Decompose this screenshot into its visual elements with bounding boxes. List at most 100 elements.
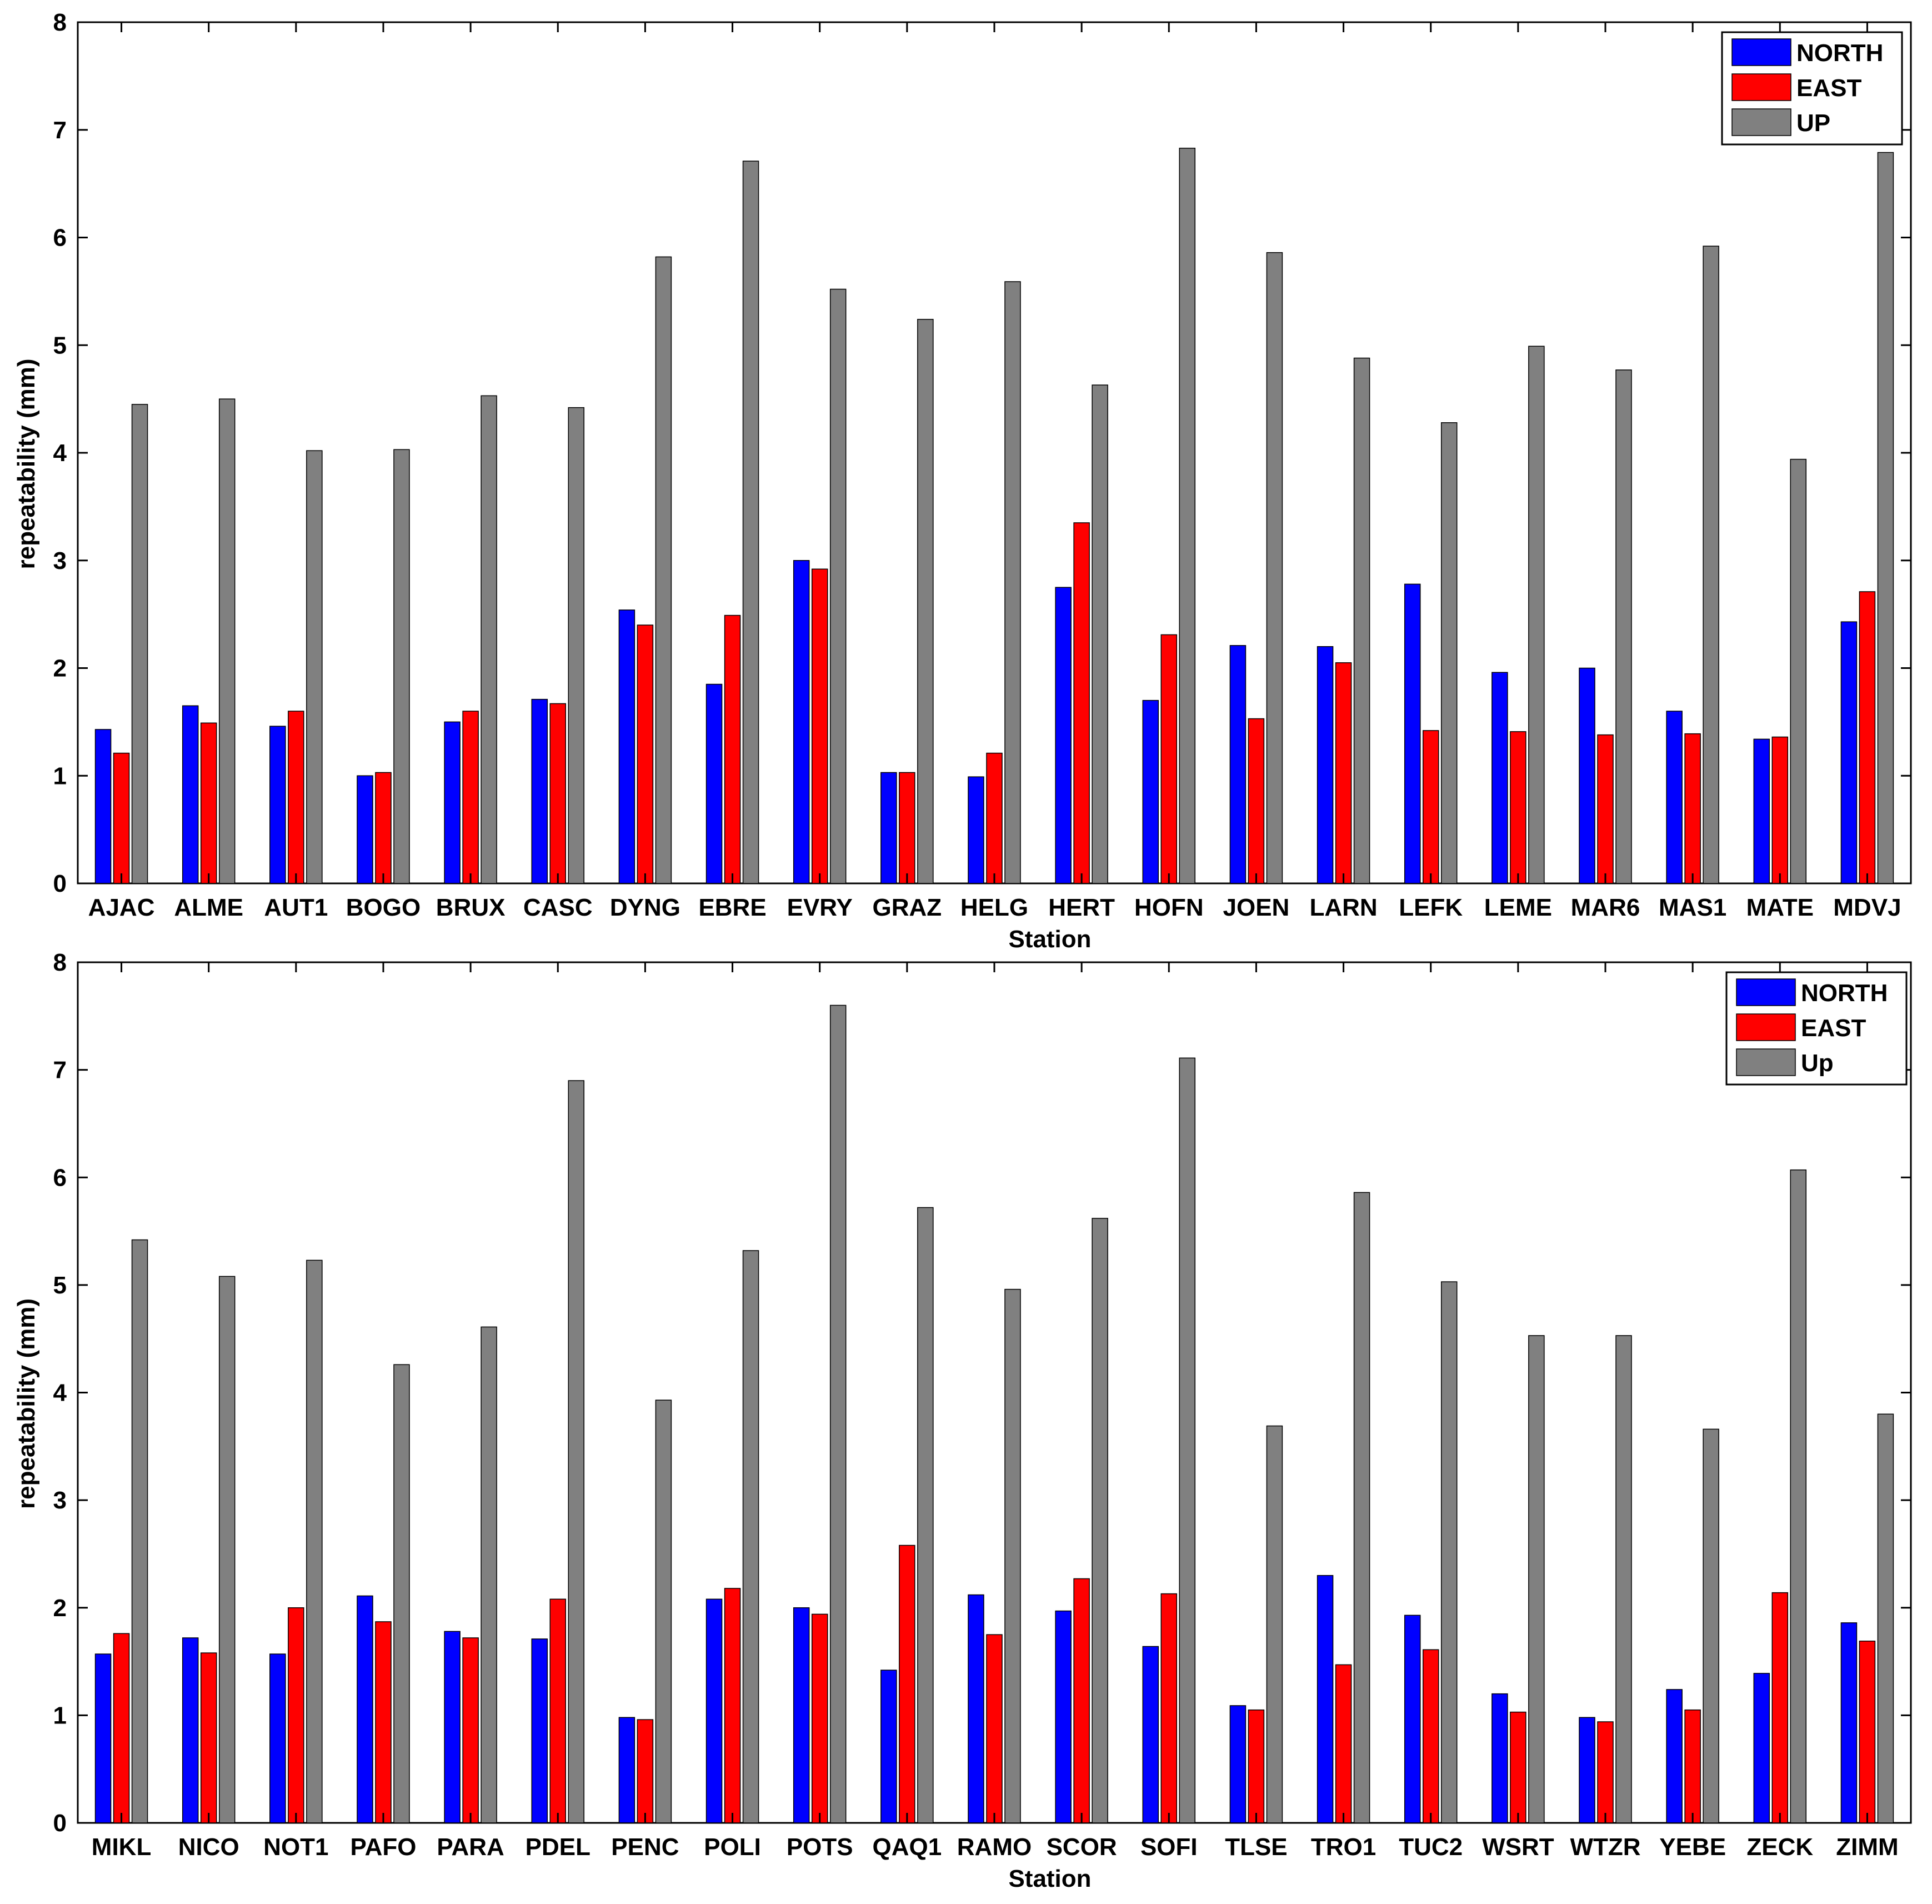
y-axis-title: repeatability (mm) [13,1298,40,1509]
x-tick-label: JOEN [1223,894,1290,921]
y-tick-label: 3 [53,547,67,574]
x-tick-label: BRUX [436,894,505,921]
bar-north-mate [1753,738,1770,884]
bar-up-brux [481,395,497,884]
bar-north-aut1 [269,726,286,884]
legend-label-north: NORTH [1801,980,1888,1007]
bar-up-bogo [393,449,410,884]
x-tick-label: HELG [960,894,1028,921]
y-tick-label: 6 [53,1164,67,1191]
y-tick-label: 0 [53,870,67,897]
x-tick-label: PDEL [525,1833,590,1861]
y-tick-label: 1 [53,1702,67,1729]
x-tick-label: RAMO [957,1833,1032,1861]
legend-swatch-north [1731,38,1791,66]
x-tick-label: POTS [787,1833,853,1861]
y-tick-label: 5 [53,1272,67,1299]
legend-swatch-up [1736,1048,1796,1076]
bar-east-tlse [1248,1709,1265,1823]
bar-north-hofn [1142,699,1159,884]
bar-east-penc [637,1719,654,1823]
bar-up-mate [1790,458,1807,884]
bar-east-nico [200,1652,217,1823]
y-tick-label: 2 [53,655,67,682]
bar-up-aut1 [306,450,323,884]
bar-east-mate [1771,736,1789,884]
bar-north-helg [968,776,984,884]
bar-up-wsrt [1528,1335,1545,1823]
bar-east-pafo [375,1621,392,1823]
bar-east-larn [1335,662,1352,884]
bar-up-sofi [1179,1057,1196,1823]
bar-north-scor [1055,1610,1072,1823]
bar-north-para [444,1631,461,1823]
bar-up-hofn [1179,147,1196,884]
bar-north-mikl [94,1653,112,1823]
bar-north-poli [705,1598,723,1823]
bar-east-lefk [1422,730,1439,884]
bar-up-graz [917,319,934,884]
bar-north-wtzr [1579,1717,1595,1823]
y-tick-label: 5 [53,332,67,359]
y-tick-label: 2 [53,1595,67,1622]
legend-label-east: EAST [1801,1015,1866,1042]
bar-north-not1 [269,1653,286,1823]
bar-north-evry [793,560,810,884]
bar-up-wtzr [1615,1335,1632,1823]
bar-up-penc [655,1400,672,1823]
bar-north-lefk [1404,583,1421,884]
bar-north-brux [444,721,461,884]
legend-label-north: NORTH [1796,39,1883,67]
x-tick-label: LARN [1309,894,1377,921]
x-tick-label: POLI [704,1833,761,1861]
bar-up-pafo [393,1364,410,1823]
bar-north-tuc2 [1404,1615,1421,1823]
bar-north-hert [1055,587,1072,884]
chart-1: 0 1 2 3 4 5 6 7 8 AJAC ALME AUT1 BOGO BRUX CASC DYNG EBR… [13,9,1912,953]
x-tick-label: WSRT [1482,1833,1554,1861]
bar-north-dyng [618,609,635,884]
x-tick-label: PAFO [351,1833,417,1861]
bar-east-evry [811,568,828,884]
bar-east-para [462,1637,479,1823]
bar-up-not1 [306,1260,323,1823]
bar-up-zeck [1790,1169,1807,1823]
bar-up-alme [218,398,236,884]
x-tick-label: CASC [523,894,593,921]
x-tick-label: HOFN [1134,894,1204,921]
bar-east-ramo [986,1634,1003,1823]
bar-up-joen [1266,252,1283,884]
bar-up-yebe [1703,1428,1719,1823]
bar-north-alme [182,705,199,884]
bar-up-helg [1004,281,1021,884]
bar-east-tuc2 [1422,1649,1439,1823]
bar-north-casc [531,698,548,884]
bar-east-pdel [549,1598,567,1823]
x-axis-title: Station [1008,926,1091,953]
bar-east-graz [899,772,915,884]
bar-up-scor [1092,1218,1108,1823]
bar-east-wsrt [1510,1711,1526,1823]
bar-up-tro1 [1353,1192,1370,1823]
bar-up-mar6 [1615,369,1632,884]
y-tick-label: 6 [53,224,67,252]
x-tick-label: BOGO [346,894,421,921]
y-tick-label: 7 [53,117,67,144]
bar-east-mar6 [1597,734,1614,884]
bar-up-casc [568,407,585,884]
bar-north-sofi [1142,1646,1159,1823]
x-tick-label: NICO [178,1833,239,1861]
bar-north-wsrt [1491,1693,1508,1823]
y-tick-label: 7 [53,1057,67,1084]
bar-up-qaq1 [917,1207,934,1823]
bar-north-pafo [357,1595,373,1823]
x-tick-label: ZIMM [1836,1833,1898,1861]
legend-label-up: Up [1801,1050,1834,1077]
bar-east-ajac [113,752,130,884]
bar-up-mas1 [1703,246,1719,884]
legend: NORTH EAST UP [1721,31,1903,146]
x-tick-label: TRO1 [1311,1833,1376,1861]
y-tick-label: 8 [53,949,67,976]
bar-up-leme [1528,346,1545,884]
